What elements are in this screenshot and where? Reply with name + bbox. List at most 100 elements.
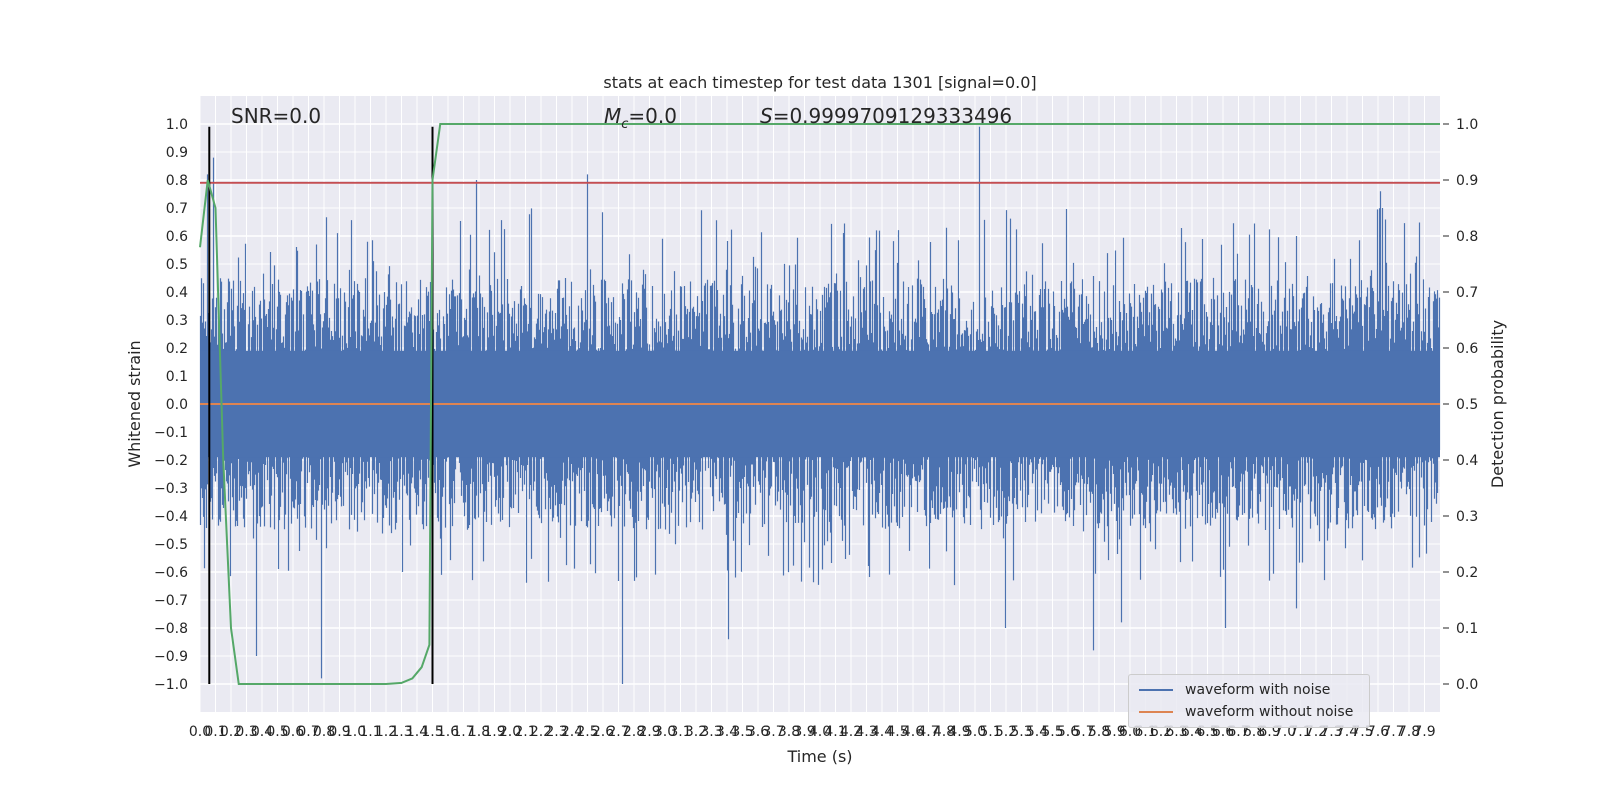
x-tick-label: 0.0 — [189, 724, 211, 740]
x-tick-label: 4.1 — [824, 724, 846, 740]
x-tick-label: 7.7 — [1382, 724, 1404, 740]
legend-label: waveform without noise — [1185, 704, 1354, 720]
x-tick-label: 0.4 — [251, 724, 273, 740]
x-tick-label: 1.0 — [344, 724, 366, 740]
x-tick-label: 5.1 — [979, 724, 1001, 740]
chart-title: stats at each timestep for test data 130… — [603, 73, 1036, 92]
y-tick-label-right: 0.7 — [1456, 285, 1478, 301]
x-tick-label: 7.2 — [1305, 724, 1327, 740]
y-axis-label-left: Whitened strain — [125, 340, 144, 467]
y-tick-label-right: 0.9 — [1456, 173, 1478, 189]
y-tick-label: 1.0 — [166, 117, 188, 133]
y-tick-label: −0.9 — [154, 649, 188, 665]
x-tick-label: 3.7 — [762, 724, 784, 740]
x-tick-label: 4.2 — [840, 724, 862, 740]
x-tick-label: 2.2 — [530, 724, 552, 740]
x-tick-label: 0.6 — [282, 724, 304, 740]
y-tick-label: 0.5 — [166, 257, 188, 273]
y-tick-label-right: 0.6 — [1456, 341, 1478, 357]
x-tick-label: 6.7 — [1227, 724, 1249, 740]
annotation-snr: SNR=0.0 — [231, 104, 321, 128]
y-tick-label: −0.6 — [154, 565, 188, 581]
x-tick-label: 6.1 — [1134, 724, 1156, 740]
y-tick-label: −0.2 — [154, 453, 188, 469]
x-tick-label: 1.9 — [483, 724, 505, 740]
y-tick-label-right: 0.4 — [1456, 453, 1478, 469]
x-tick-label: 3.2 — [685, 724, 707, 740]
x-tick-label: 7.9 — [1413, 724, 1435, 740]
x-axis-label: Time (s) — [786, 747, 852, 766]
x-tick-label: 5.2 — [995, 724, 1017, 740]
x-tick-label: 6.5 — [1196, 724, 1218, 740]
x-tick-label: 7.0 — [1274, 724, 1296, 740]
x-tick-label: 3.0 — [654, 724, 676, 740]
x-tick-label: 7.4 — [1336, 724, 1358, 740]
x-tick-label: 6.9 — [1258, 724, 1280, 740]
x-tick-label: 1.3 — [390, 724, 412, 740]
x-tick-label: 1.1 — [359, 724, 381, 740]
y-tick-label: 0.7 — [166, 201, 188, 217]
x-tick-label: 3.8 — [778, 724, 800, 740]
x-tick-label: 6.6 — [1212, 724, 1234, 740]
y-tick-label: −0.8 — [154, 621, 188, 637]
x-tick-label: 5.6 — [1057, 724, 1079, 740]
x-tick-label: 2.3 — [545, 724, 567, 740]
x-tick-label: 4.3 — [855, 724, 877, 740]
y-tick-label-right: 0.3 — [1456, 509, 1478, 525]
x-tick-label: 4.7 — [917, 724, 939, 740]
x-tick-label: 7.6 — [1367, 724, 1389, 740]
y-tick-label: −0.7 — [154, 593, 188, 609]
x-tick-label: 6.8 — [1243, 724, 1265, 740]
x-tick-label: 3.6 — [747, 724, 769, 740]
x-tick-label: 4.5 — [886, 724, 908, 740]
x-tick-label: 2.1 — [514, 724, 536, 740]
x-tick-label: 0.1 — [204, 724, 226, 740]
x-tick-label: 3.5 — [731, 724, 753, 740]
x-tick-label: 4.4 — [871, 724, 893, 740]
x-tick-labels: 0.00.10.20.30.40.50.60.70.80.91.01.11.21… — [189, 724, 1436, 740]
x-tick-label: 5.3 — [1010, 724, 1032, 740]
y-tick-label: 0.8 — [166, 173, 188, 189]
x-tick-label: 4.6 — [902, 724, 924, 740]
x-tick-label: 5.4 — [1026, 724, 1048, 740]
y-tick-label: −0.5 — [154, 537, 188, 553]
x-tick-label: 7.3 — [1320, 724, 1342, 740]
x-tick-label: 2.0 — [499, 724, 521, 740]
x-tick-label: 0.8 — [313, 724, 335, 740]
annotation-s: S=0.9999709129333496 — [760, 104, 1012, 128]
x-tick-label: 5.9 — [1103, 724, 1125, 740]
x-tick-label: 5.5 — [1041, 724, 1063, 740]
y-tick-label: −0.1 — [154, 425, 188, 441]
x-tick-label: 4.8 — [933, 724, 955, 740]
y-tick-label-right: 1.0 — [1456, 117, 1478, 133]
x-tick-label: 3.4 — [716, 724, 738, 740]
y-tick-labels-right: 0.0 0.1 0.2 0.3 0.4 0.5 0.6 0.7 0.8 0.9 1.0 — [1443, 117, 1478, 693]
y-axis-label-right: Detection probability — [1488, 320, 1507, 488]
annotation-mc: Mc=0.0 — [604, 104, 677, 132]
y-tick-label-right: 0.2 — [1456, 565, 1478, 581]
x-tick-label: 2.4 — [561, 724, 583, 740]
x-tick-label: 4.9 — [948, 724, 970, 740]
y-tick-label: 0.0 — [166, 397, 188, 413]
x-tick-label: 2.5 — [576, 724, 598, 740]
x-tick-label: 0.3 — [235, 724, 257, 740]
legend-label: waveform with noise — [1185, 682, 1331, 698]
x-tick-label: 0.9 — [328, 724, 350, 740]
x-tick-label: 2.6 — [592, 724, 614, 740]
y-tick-label: 0.6 — [166, 229, 188, 245]
series-detection-probability — [199, 123, 1440, 685]
reference-lines — [199, 123, 1440, 685]
legend-item-without-noise: waveform without noise — [1139, 702, 1353, 722]
x-tick-label: 6.2 — [1150, 724, 1172, 740]
y-tick-label: −0.4 — [154, 509, 188, 525]
x-tick-label: 3.1 — [669, 724, 691, 740]
x-tick-label: 1.2 — [375, 724, 397, 740]
legend-item-with-noise: waveform with noise — [1139, 680, 1330, 700]
legend-swatch-orange — [1139, 711, 1173, 713]
y-tick-label-right: 0.0 — [1456, 677, 1478, 693]
x-tick-label: 5.7 — [1072, 724, 1094, 740]
x-tick-label: 7.1 — [1289, 724, 1311, 740]
x-tick-label: 5.0 — [964, 724, 986, 740]
y-tick-labels-left: −1.0 −0.9 −0.8 −0.7 −0.6 −0.5 −0.4 −0.3 −0.2 −0.1… — [154, 117, 188, 693]
